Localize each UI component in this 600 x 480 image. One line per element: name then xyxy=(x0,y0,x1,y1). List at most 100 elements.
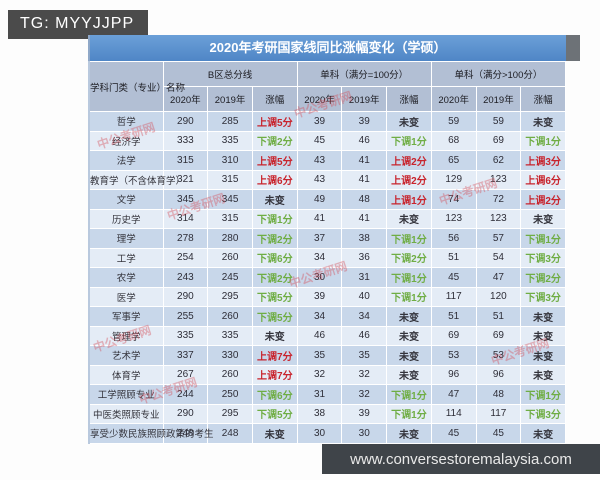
score-cell: 69 xyxy=(475,130,522,151)
change-cell: 上调5分 xyxy=(251,150,298,171)
change-cell: 下调2分 xyxy=(251,130,298,151)
score-cell: 260 xyxy=(207,247,253,268)
subject-name: 教育学（不含体育学） xyxy=(88,169,185,190)
change-cell: 下调2分 xyxy=(251,228,298,249)
change-cell: 未变 xyxy=(520,325,566,346)
national-line-table: 2020年考研国家线同比涨幅变化（学硕） 学科门类（专业）名称 B区总分线 单科… xyxy=(88,35,567,444)
score-cell: 47 xyxy=(475,267,522,288)
score-cell: 45 xyxy=(475,423,522,444)
subject-name: 军事学 xyxy=(88,306,164,327)
change-cell: 下调1分 xyxy=(386,130,432,151)
change-cell: 未变 xyxy=(251,189,298,210)
change-cell: 上调2分 xyxy=(386,169,432,190)
subject-name: 历史学 xyxy=(88,208,164,229)
score-cell: 123 xyxy=(475,208,522,229)
score-cell: 337 xyxy=(162,345,209,366)
score-cell: 96 xyxy=(475,364,522,385)
change-cell: 上调6分 xyxy=(251,169,298,190)
score-cell: 30 xyxy=(296,267,343,288)
score-cell: 32 xyxy=(296,364,343,385)
change-cell: 下调1分 xyxy=(520,384,566,405)
subject-name: 中医类照顾专业 xyxy=(88,403,164,424)
change-cell: 下调2分 xyxy=(520,267,566,288)
subject-name: 理学 xyxy=(88,228,164,249)
change-cell: 未变 xyxy=(251,423,298,444)
change-cell: 上调5分 xyxy=(251,111,298,132)
change-cell: 未变 xyxy=(520,345,566,366)
score-cell: 59 xyxy=(430,111,477,132)
change-cell: 未变 xyxy=(520,111,566,132)
score-cell: 315 xyxy=(162,150,209,171)
score-cell: 255 xyxy=(162,306,209,327)
score-cell: 32 xyxy=(341,364,388,385)
change-cell: 下调5分 xyxy=(251,306,298,327)
score-cell: 39 xyxy=(296,286,343,307)
tg-handle-badge: TG: MYYJJPP xyxy=(8,10,149,39)
score-cell: 41 xyxy=(341,169,388,190)
score-cell: 335 xyxy=(207,325,253,346)
score-table: 学科门类（专业）名称 B区总分线 单科（满分=100分） 单科（满分>100分）… xyxy=(88,61,567,444)
score-cell: 46 xyxy=(341,325,388,346)
table-row: 教育学（不含体育学） 321 315 上调6分 43 41 上调2分 129 123 上调6分 xyxy=(88,169,566,190)
score-cell: 62 xyxy=(475,150,522,171)
change-cell: 未变 xyxy=(386,208,432,229)
score-cell: 315 xyxy=(207,169,253,190)
score-cell: 38 xyxy=(341,228,388,249)
score-cell: 248 xyxy=(162,423,209,444)
change-cell: 未变 xyxy=(251,325,298,346)
change-cell: 下调1分 xyxy=(386,286,432,307)
change-cell: 下调2分 xyxy=(386,247,432,268)
change-cell: 未变 xyxy=(520,208,566,229)
table-row: 工学照顾专业 244 250 下调6分 31 32 下调1分 47 48 下调1分 xyxy=(88,384,566,405)
col-header-subject: 学科门类（专业）名称 xyxy=(88,61,185,112)
score-cell: 278 xyxy=(162,228,209,249)
change-cell: 下调3分 xyxy=(520,247,566,268)
score-cell: 48 xyxy=(475,384,522,405)
change-cell: 上调2分 xyxy=(520,189,566,210)
score-cell: 245 xyxy=(207,267,253,288)
score-cell: 43 xyxy=(296,150,343,171)
score-cell: 96 xyxy=(430,364,477,385)
change-cell: 上调6分 xyxy=(520,169,566,190)
score-cell: 69 xyxy=(475,325,522,346)
subject-name: 农学 xyxy=(88,267,164,288)
score-cell: 117 xyxy=(475,403,522,424)
change-cell: 下调5分 xyxy=(251,286,298,307)
change-cell: 下调5分 xyxy=(251,403,298,424)
score-cell: 34 xyxy=(296,306,343,327)
website-badge: www.conversestoremalaysia.com xyxy=(322,444,600,474)
change-cell: 下调1分 xyxy=(386,403,432,424)
table-row: 农学 243 245 下调2分 30 31 下调1分 45 47 下调2分 xyxy=(88,267,566,288)
score-cell: 34 xyxy=(341,306,388,327)
score-cell: 41 xyxy=(341,150,388,171)
score-cell: 250 xyxy=(207,384,253,405)
subject-name: 体育学 xyxy=(88,364,164,385)
score-cell: 35 xyxy=(296,345,343,366)
score-cell: 38 xyxy=(296,403,343,424)
change-cell: 未变 xyxy=(386,345,432,366)
col-header-2019: 2019年 xyxy=(475,86,522,112)
subject-name: 经济学 xyxy=(88,130,164,151)
score-cell: 330 xyxy=(207,345,253,366)
table-row: 中医类照顾专业 290 295 下调5分 38 39 下调1分 114 117 下调3分 xyxy=(88,403,566,424)
score-cell: 333 xyxy=(162,130,209,151)
score-cell: 254 xyxy=(162,247,209,268)
table-row: 军事学 255 260 下调5分 34 34 未变 51 51 未变 xyxy=(88,306,566,327)
score-cell: 47 xyxy=(430,384,477,405)
change-cell: 上调7分 xyxy=(251,345,298,366)
change-cell: 上调7分 xyxy=(251,364,298,385)
subject-name: 工学照顾专业 xyxy=(88,384,164,405)
change-cell: 下调2分 xyxy=(251,267,298,288)
score-cell: 39 xyxy=(296,111,343,132)
score-cell: 48 xyxy=(341,189,388,210)
table-title: 2020年考研国家线同比涨幅变化（学硕） xyxy=(88,35,566,61)
change-cell: 未变 xyxy=(386,364,432,385)
score-cell: 53 xyxy=(475,345,522,366)
change-cell: 下调1分 xyxy=(251,208,298,229)
score-cell: 129 xyxy=(430,169,477,190)
change-cell: 未变 xyxy=(386,306,432,327)
table-row: 文学 345 345 未变 49 48 上调1分 74 72 上调2分 xyxy=(88,189,566,210)
table-row: 法学 315 310 上调5分 43 41 上调2分 65 62 上调3分 xyxy=(88,150,566,171)
score-cell: 59 xyxy=(475,111,522,132)
change-cell: 未变 xyxy=(386,111,432,132)
